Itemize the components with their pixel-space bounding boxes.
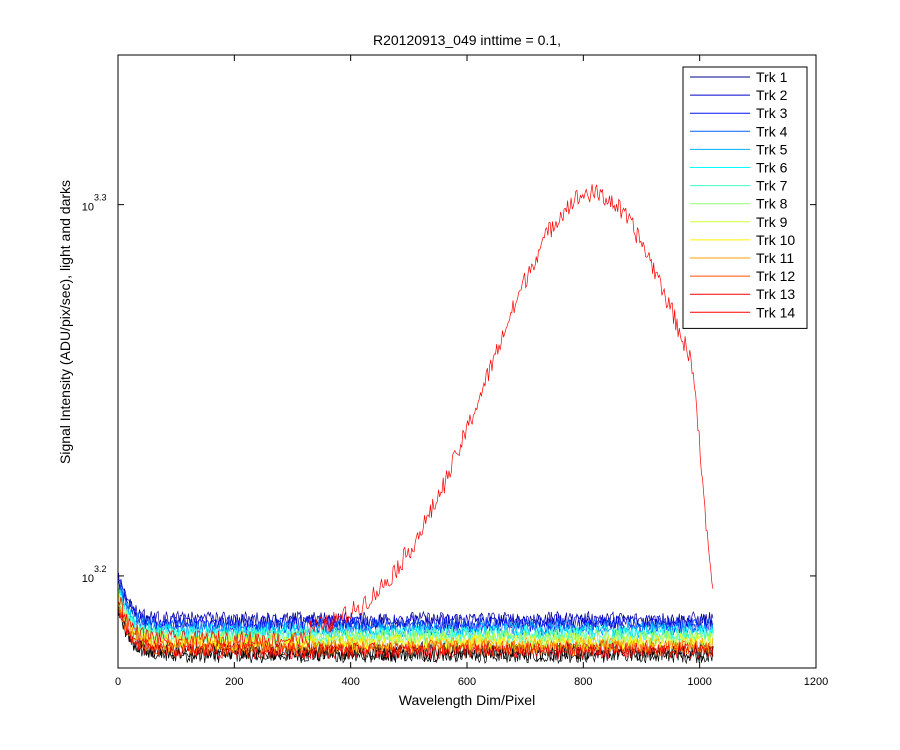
legend-label: Trk 7: [756, 178, 788, 194]
legend-label: Trk 10: [756, 232, 795, 248]
x-tick-label: 800: [574, 676, 592, 688]
x-tick-label: 200: [225, 676, 243, 688]
legend-label: Trk 3: [756, 105, 788, 121]
x-tick-label: 1000: [687, 676, 711, 688]
legend-label: Trk 11: [756, 250, 794, 266]
series-line-trk-13: [118, 610, 714, 660]
x-tick-label: 400: [341, 676, 359, 688]
x-axis: 0 200 400 600 800 1000 1200: [115, 55, 828, 688]
series-line-trk-1: [118, 581, 714, 630]
x-tick-label: 600: [458, 676, 476, 688]
y-tick-label-exponent: 3.3: [94, 193, 107, 203]
legend-label: Trk 4: [756, 123, 788, 139]
legend: Trk 1 Trk 2 Trk 3 Trk 4 Trk 5 Trk 6 Trk 7 Trk 8…: [682, 66, 808, 329]
legend-label: Trk 5: [756, 141, 788, 157]
y-tick-label-exponent: 3.2: [94, 564, 107, 574]
series-line-trk-14: [118, 184, 714, 649]
series-line-trk-7: [118, 587, 714, 645]
legend-label: Trk 12: [756, 268, 795, 284]
chart-title: R20120913_049 inttime = 0.1,: [373, 32, 561, 48]
series-layer: [118, 184, 714, 665]
legend-label: Trk 6: [756, 160, 788, 176]
x-axis-label: Wavelength Dim/Pixel: [399, 692, 535, 708]
legend-label: Trk 8: [756, 196, 788, 212]
y-tick-label-base: 10: [82, 573, 94, 585]
y-tick-label-base: 10: [82, 202, 94, 214]
legend-box: [682, 66, 808, 329]
legend-label: Trk 9: [756, 214, 788, 230]
legend-label: Trk 13: [756, 286, 795, 302]
y-axis-label: Signal Intensity (ADU/pix/sec), light an…: [57, 180, 73, 464]
legend-label: Trk 14: [756, 304, 795, 320]
x-tick-label: 0: [115, 676, 121, 688]
x-tick-label: 1200: [804, 676, 828, 688]
legend-label: Trk 2: [756, 87, 788, 103]
dark-frame-line: [118, 607, 714, 663]
legend-label: Trk 1: [756, 69, 788, 85]
